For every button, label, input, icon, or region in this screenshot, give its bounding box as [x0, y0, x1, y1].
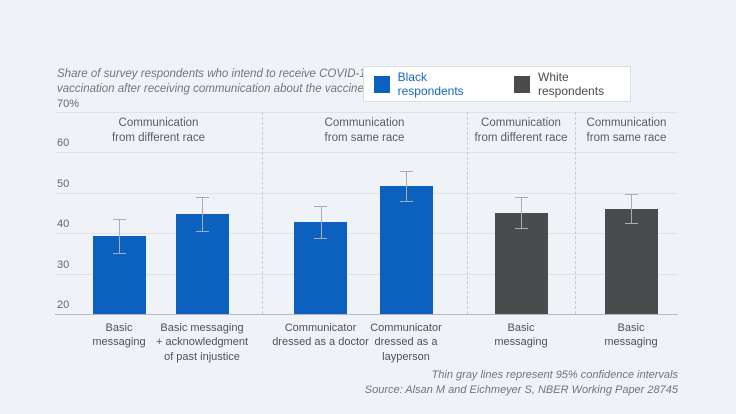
confidence-interval-cap	[624, 223, 638, 225]
chart-legend: Black respondents White respondents	[363, 66, 631, 102]
group-header: Communication from same race	[324, 117, 405, 144]
confidence-interval-cap	[514, 197, 528, 199]
confidence-interval-line	[119, 218, 120, 253]
bar-label: Basic messaging	[604, 322, 658, 349]
confidence-interval-cap	[112, 252, 126, 254]
gridline-50	[55, 192, 678, 194]
group-header: Communication from same race	[586, 117, 667, 144]
group-separator	[467, 112, 468, 314]
gridline-70	[55, 112, 678, 113]
confidence-interval-cap	[514, 227, 528, 229]
bar-label: Basic messaging	[92, 322, 146, 349]
y-axis-tick-label: 30	[57, 258, 70, 271]
confidence-interval-line	[521, 197, 522, 228]
y-axis-tick-label: 20	[57, 299, 70, 311]
source-credit: Source: Alsan M and Eichmeyer S, NBER Wo…	[364, 383, 678, 396]
confidence-interval-cap	[314, 205, 327, 207]
confidence-interval-cap	[624, 194, 638, 195]
gridline-40	[55, 233, 678, 235]
legend-item-black-respondents: Black respondents	[374, 70, 488, 98]
gridline-30	[55, 273, 678, 275]
confidence-interval-line	[202, 196, 203, 232]
y-axis-tick-label: 40	[57, 218, 70, 231]
group-header: Communication from different race	[474, 117, 568, 144]
chart-footnote: Thin gray lines represent 95% confidence…	[365, 368, 678, 398]
black-respondents-swatch	[374, 75, 390, 93]
white-respondents-swatch	[514, 75, 531, 93]
bar-label: Communicator dressed as a doctor	[272, 322, 369, 349]
chart-subtitle: Share of survey respondents who intend t…	[57, 68, 373, 96]
confidence-interval-cap	[399, 200, 413, 202]
legend-label: Black respondents	[397, 70, 464, 98]
bar-label: Basic messaging + acknowledgment of past…	[155, 322, 249, 363]
confidence-interval-line	[406, 170, 407, 201]
y-axis-tick-label: 60	[57, 137, 70, 150]
confidence-interval-cap	[195, 196, 209, 198]
confidence-interval-note: Thin gray lines represent 95% confidence…	[431, 369, 678, 381]
bar	[604, 208, 658, 314]
bar-label: Basic messaging	[494, 322, 548, 349]
y-axis-tick-label: 50	[57, 177, 70, 190]
confidence-interval-cap	[399, 170, 413, 172]
confidence-interval-cap	[195, 231, 209, 233]
legend-item-white-respondents: White respondents	[514, 70, 630, 98]
confidence-interval-cap	[112, 218, 126, 220]
confidence-interval-line	[631, 194, 632, 224]
bar-label: Communicator dressed as a layperson	[370, 322, 442, 363]
confidence-interval-cap	[314, 238, 327, 240]
group-header: Communication from different race	[111, 117, 206, 144]
legend-label: White respondents	[538, 70, 605, 98]
bar	[494, 212, 548, 314]
group-separator	[575, 112, 576, 314]
confidence-interval-line	[320, 205, 322, 239]
group-separator	[262, 112, 263, 314]
gridline-60	[55, 152, 678, 154]
gridline-20	[55, 314, 678, 315]
y-axis-tick-label: 70%	[57, 98, 80, 110]
bar	[379, 185, 433, 314]
